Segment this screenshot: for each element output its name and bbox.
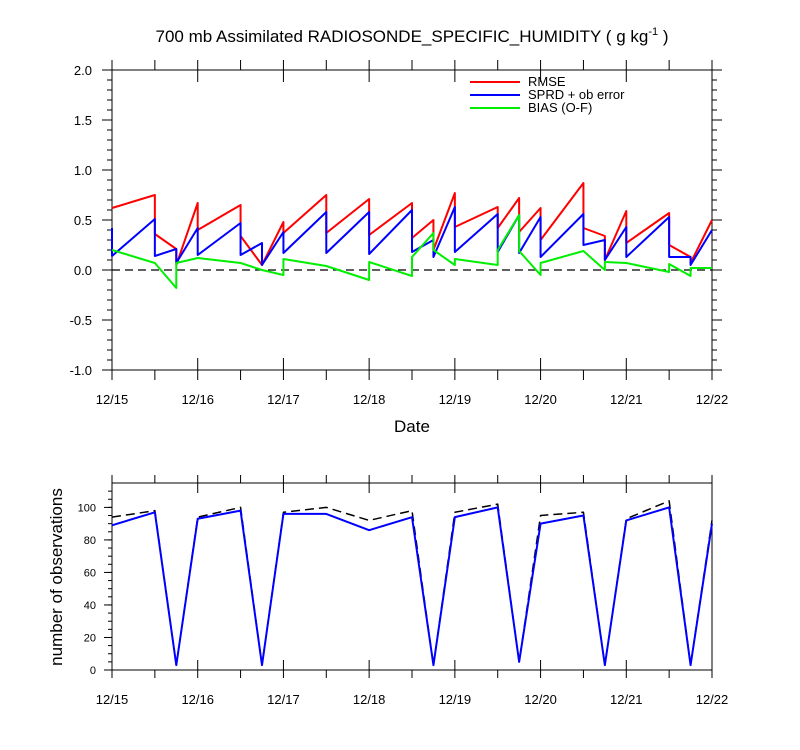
top-y-tick-label: 0.0 <box>74 263 92 278</box>
top-x-tick-label: 12/22 <box>696 392 729 407</box>
top-y-tick-label: 0.5 <box>74 213 92 228</box>
top-y-tick-label: 2.0 <box>74 63 92 78</box>
top-series-group <box>111 182 713 289</box>
chart-title-end: ) <box>658 27 668 46</box>
bottom-panel: 12/15 12/16 12/17 12/18 12/19 12/20 12/21 12/22… <box>47 475 728 707</box>
bottom-x-tick-label: 12/22 <box>696 692 729 707</box>
top-y-tick-label: 1.5 <box>74 113 92 128</box>
top-x-tick-label: 12/18 <box>353 392 386 407</box>
top-y-tick-label: 1.0 <box>74 163 92 178</box>
top-x-tick-label: 12/15 <box>96 392 129 407</box>
series-line-bias-o-f <box>111 214 712 289</box>
top-panel: 12/15 12/16 12/17 12/18 12/19 12/20 12/21 12/22… <box>70 60 729 436</box>
bottom-y-tick-label: 60 <box>84 567 96 579</box>
chart-title-superscript: -1 <box>648 26 658 38</box>
bottom-ticks: 12/15 12/16 12/17 12/18 12/19 12/20 12/21 12/22… <box>78 475 729 707</box>
bottom-y-tick-label: 80 <box>84 535 96 547</box>
bottom-series-group <box>111 500 713 667</box>
bottom-x-tick-label: 12/21 <box>610 692 643 707</box>
top-x-tick-label: 12/17 <box>267 392 300 407</box>
top-x-tick-label: 12/16 <box>181 392 214 407</box>
top-y-tick-label: -0.5 <box>70 313 92 328</box>
legend-label: SPRD + ob error <box>528 87 625 102</box>
bottom-x-tick-label: 12/16 <box>181 692 214 707</box>
top-x-tick-label: 12/21 <box>610 392 643 407</box>
bottom-y-tick-label: 100 <box>78 502 96 514</box>
top-x-tick-label: 12/20 <box>524 392 557 407</box>
bottom-plot-frame <box>111 482 713 671</box>
obs-count-dashed-line <box>111 500 713 666</box>
chart-title: 700 mb Assimilated RADIOSONDE_SPECIFIC_H… <box>156 26 669 46</box>
legend-label: RMSE <box>528 74 566 89</box>
legend-label: BIAS (O-F) <box>528 100 592 115</box>
bottom-x-tick-label: 12/20 <box>524 692 557 707</box>
y-axis-title-bottom: number of observations <box>47 488 66 666</box>
obs-count-solid-line <box>111 506 713 667</box>
bottom-x-tick-label: 12/17 <box>267 692 300 707</box>
bottom-y-tick-label: 20 <box>84 632 96 644</box>
bottom-y-tick-label: 0 <box>90 665 96 677</box>
x-axis-title: Date <box>394 417 430 436</box>
bottom-x-tick-label: 12/18 <box>353 692 386 707</box>
top-y-tick-label: -1.0 <box>70 363 92 378</box>
bottom-y-tick-label: 40 <box>84 600 96 612</box>
bottom-x-tick-label: 12/19 <box>439 692 472 707</box>
top-x-tick-label: 12/19 <box>439 392 472 407</box>
chart-title-main: 700 mb Assimilated RADIOSONDE_SPECIFIC_H… <box>156 27 649 46</box>
bottom-x-tick-label: 12/15 <box>96 692 129 707</box>
top-ticks: 12/15 12/16 12/17 12/18 12/19 12/20 12/21 12/22… <box>70 60 729 407</box>
